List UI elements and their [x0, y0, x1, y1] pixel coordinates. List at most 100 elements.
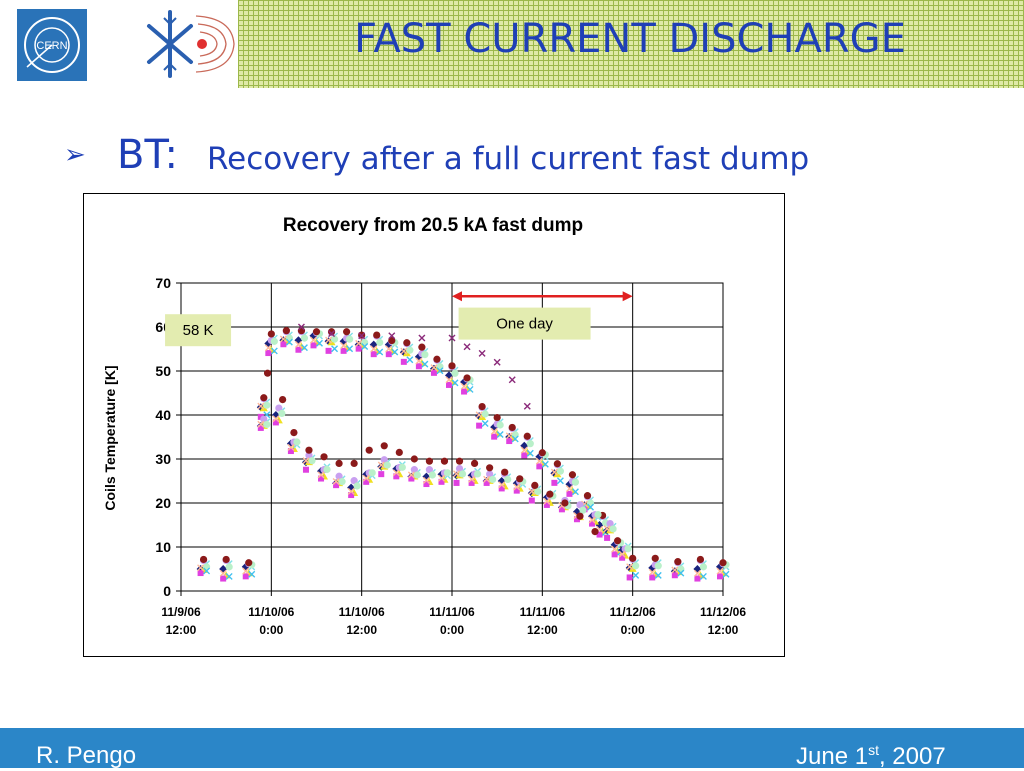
data-point [385, 345, 393, 353]
y-tick-label: 50 [155, 363, 171, 379]
data-point [353, 482, 361, 490]
data-point [422, 476, 430, 484]
data-point [586, 499, 595, 507]
data-point [648, 568, 656, 576]
chart-frame [83, 193, 785, 657]
data-point [625, 563, 634, 572]
data-point [550, 468, 558, 476]
data-point [501, 468, 509, 476]
data-point [302, 466, 309, 473]
data-point [328, 330, 336, 338]
data-point [486, 464, 494, 472]
data-point [199, 555, 208, 564]
data-point [300, 344, 308, 352]
data-point [421, 360, 429, 368]
data-point [368, 469, 376, 477]
data-point [297, 327, 306, 335]
data-point [589, 520, 596, 527]
data-point [694, 575, 701, 582]
data-point [719, 559, 727, 567]
data-point [451, 369, 459, 377]
data-point [392, 469, 400, 477]
data-point [358, 332, 366, 340]
data-point [257, 413, 264, 420]
data-point [483, 479, 490, 486]
data-point [671, 566, 679, 574]
data-point [716, 567, 724, 575]
data-point [523, 432, 531, 440]
data-point [513, 483, 521, 491]
data-point [535, 457, 543, 465]
data-point [526, 449, 534, 457]
x-tick-label-time: 12:00 [708, 623, 739, 637]
cern-logo: CERN [17, 9, 87, 81]
data-point [475, 411, 483, 419]
x-tick-label-date: 11/12/06 [700, 605, 746, 619]
data-point [671, 572, 678, 579]
data-point [290, 429, 298, 437]
y-tick-label: 40 [155, 407, 171, 423]
data-point [257, 424, 264, 431]
data-point [413, 471, 421, 479]
data-point [528, 497, 535, 504]
data-point [421, 350, 429, 359]
data-point [717, 573, 723, 580]
data-point [388, 336, 396, 345]
data-point [378, 471, 385, 478]
data-point [408, 475, 415, 482]
data-point [566, 490, 573, 497]
data-point [385, 351, 392, 358]
data-point [428, 471, 437, 479]
data-point [440, 457, 449, 465]
data-point [550, 469, 559, 478]
data-point [498, 481, 506, 489]
data-point [531, 481, 539, 489]
data-point [455, 457, 464, 465]
data-point [553, 460, 561, 468]
data-point [300, 334, 309, 342]
data-point [220, 575, 227, 582]
data-point [553, 470, 562, 478]
footer-date-prefix: June 1 [796, 743, 869, 770]
data-point [242, 573, 249, 580]
data-point [674, 558, 682, 566]
data-point [330, 335, 339, 343]
annotation-label: One day [496, 316, 553, 333]
slide-title: FAST CURRENT DISCHARGE [354, 16, 906, 62]
y-tick-label: 0 [163, 583, 171, 599]
data-point [438, 478, 445, 485]
snowflake-magnet-icon [146, 4, 238, 84]
data-point [568, 471, 577, 479]
y-tick-label: 10 [155, 539, 171, 555]
data-point [618, 550, 626, 558]
data-point [297, 323, 305, 331]
data-point [536, 463, 543, 470]
data-point [355, 339, 363, 347]
data-point [265, 350, 272, 357]
x-tick-label-date: 11/11/06 [429, 605, 475, 619]
data-point [513, 487, 520, 494]
data-point [257, 420, 265, 428]
y-axis-label: Coils Temperature [K] [102, 365, 118, 510]
data-point [448, 362, 456, 370]
x-tick-label-date: 11/10/06 [339, 605, 385, 619]
data-point [316, 339, 323, 347]
arrow-bullet-icon: ➢ [64, 140, 86, 170]
data-point [493, 413, 501, 422]
data-point [626, 574, 633, 581]
data-point [415, 363, 422, 370]
data-point [310, 336, 317, 344]
data-point [521, 452, 528, 459]
title-banner [238, 0, 1024, 88]
data-point [257, 402, 265, 410]
data-point [398, 463, 406, 471]
data-point [504, 475, 512, 484]
data-point [287, 448, 294, 455]
data-point [523, 402, 531, 410]
data-point [376, 348, 384, 356]
data-point [460, 382, 468, 390]
data-point [410, 455, 418, 463]
data-point [451, 379, 459, 387]
data-point [347, 487, 355, 495]
data-point [556, 477, 564, 485]
